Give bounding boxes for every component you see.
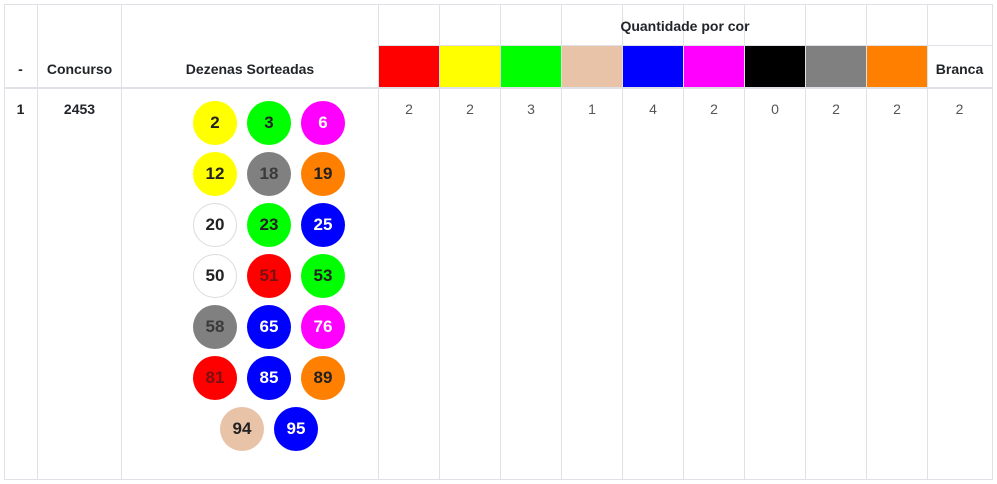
- header-branca: Branca: [935, 61, 984, 77]
- count-beige: 1: [588, 101, 596, 117]
- ball-95: 95: [274, 407, 318, 451]
- column-divider: [561, 4, 562, 480]
- table-bottom-border: [4, 479, 993, 480]
- count-yellow: 2: [466, 101, 474, 117]
- header-dezenas: Dezenas Sorteadas: [185, 61, 315, 77]
- header-index: -: [18, 61, 23, 77]
- header-divider: [378, 45, 993, 46]
- row-index: 1: [16, 101, 25, 117]
- count-gray: 2: [832, 101, 840, 117]
- color-swatch-blue: [623, 46, 683, 87]
- column-divider: [866, 4, 867, 480]
- column-divider: [37, 4, 38, 480]
- ball-25: 25: [301, 203, 345, 247]
- ball-12: 12: [193, 152, 237, 196]
- column-divider: [744, 4, 745, 480]
- ball-85: 85: [247, 356, 291, 400]
- count-magenta: 2: [710, 101, 718, 117]
- row-concurso: 2453: [63, 101, 96, 117]
- count-green: 3: [527, 101, 535, 117]
- color-swatch-beige: [562, 46, 622, 87]
- color-swatch-magenta: [684, 46, 744, 87]
- column-divider: [683, 4, 684, 480]
- color-swatch-gray: [806, 46, 866, 87]
- color-swatch-red: [379, 46, 439, 87]
- ball-58: 58: [193, 305, 237, 349]
- count-branca: 2: [955, 101, 964, 117]
- ball-6: 6: [301, 101, 345, 145]
- ball-51: 51: [247, 254, 291, 298]
- ball-19: 19: [301, 152, 345, 196]
- column-divider: [500, 4, 501, 480]
- color-swatch-black: [745, 46, 805, 87]
- count-orange: 2: [893, 101, 901, 117]
- column-divider: [378, 4, 379, 480]
- column-divider: [622, 4, 623, 480]
- ball-53: 53: [301, 254, 345, 298]
- ball-89: 89: [301, 356, 345, 400]
- ball-20: 20: [193, 203, 237, 247]
- ball-81: 81: [193, 356, 237, 400]
- ball-94: 94: [220, 407, 264, 451]
- ball-18: 18: [247, 152, 291, 196]
- header-bottom-border: [4, 87, 993, 89]
- count-red: 2: [405, 101, 413, 117]
- column-divider: [805, 4, 806, 480]
- ball-2: 2: [193, 101, 237, 145]
- results-table: [4, 4, 993, 480]
- header-concurso: Concurso: [46, 61, 113, 77]
- color-swatch-orange: [867, 46, 927, 87]
- column-divider: [439, 4, 440, 480]
- column-divider: [927, 4, 928, 480]
- color-swatch-green: [501, 46, 561, 87]
- color-swatch-yellow: [440, 46, 500, 87]
- ball-65: 65: [247, 305, 291, 349]
- count-black: 0: [771, 101, 779, 117]
- ball-76: 76: [301, 305, 345, 349]
- count-blue: 4: [649, 101, 657, 117]
- ball-23: 23: [247, 203, 291, 247]
- ball-50: 50: [193, 254, 237, 298]
- ball-3: 3: [247, 101, 291, 145]
- column-divider: [121, 4, 122, 480]
- header-quantidade: Quantidade por cor: [620, 18, 750, 34]
